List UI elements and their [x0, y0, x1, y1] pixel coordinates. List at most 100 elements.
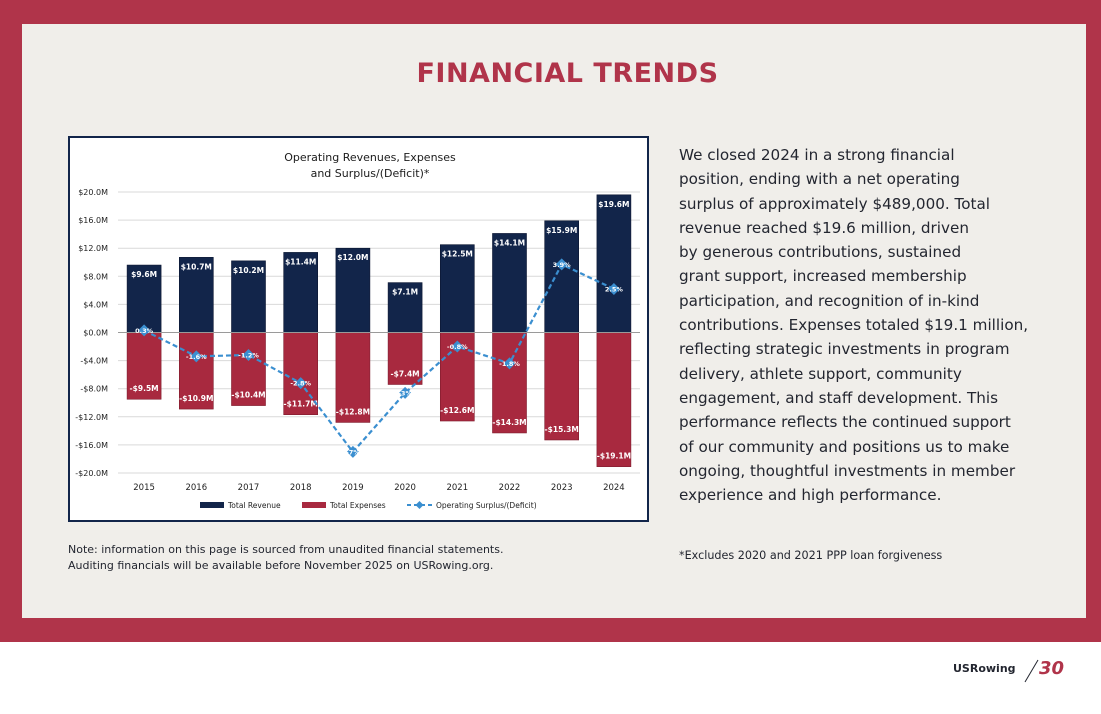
expenses-bar: [596, 332, 632, 467]
expenses-label: -$10.9M: [179, 394, 213, 403]
expenses-label: -$11.7M: [284, 400, 318, 409]
revenue-bar: [596, 194, 632, 333]
page-divider: [1024, 659, 1039, 683]
legend-surplus-label: Operating Surplus/(Deficit): [436, 501, 537, 510]
chart-title: Operating Revenues, Expenses: [284, 151, 456, 164]
paragraph-line: experience and high performance.: [679, 486, 942, 505]
surplus-marker: [399, 386, 412, 399]
revenue-label: $11.4M: [285, 257, 316, 266]
revenue-label: $10.2M: [233, 266, 264, 275]
y-tick-label: $8.0M: [83, 272, 108, 281]
x-tick-label: 2019: [342, 483, 364, 493]
x-tick-label: 2016: [185, 483, 207, 493]
legend-revenue-label: Total Revenue: [227, 501, 281, 510]
paragraph-line: reflecting strategic investments in prog…: [679, 340, 1010, 359]
chart-container: Operating Revenues, Expenses and Surplus/…: [68, 136, 649, 522]
summary-paragraph: We closed 2024 in a strong financial posi…: [679, 143, 1049, 507]
surplus-marker: [451, 340, 464, 353]
paragraph-line: ongoing, thoughtful investments in membe…: [679, 461, 1016, 480]
source-note: Note: information on this page is source…: [68, 542, 503, 574]
y-tick-label: -$16.0M: [75, 441, 108, 450]
footnote: *Excludes 2020 and 2021 PPP loan forgive…: [679, 549, 943, 562]
revenue-label: $7.1M: [392, 288, 418, 297]
expenses-bar: [544, 332, 580, 441]
paragraph-line: performance reflects the continued suppo…: [679, 413, 1011, 432]
chart-title: and Surplus/(Deficit)*: [311, 167, 430, 180]
paragraph-line: revenue reached $19.6 million, driven: [679, 218, 969, 237]
note-line: Note: information on this page is source…: [68, 543, 504, 556]
paragraph-line: position, ending with a net operating: [679, 170, 960, 189]
surplus-marker: [607, 282, 620, 295]
expenses-bar: [492, 332, 527, 434]
surplus-marker: [294, 377, 307, 390]
paragraph-line: by generous contributions, sustained: [679, 243, 962, 262]
financial-chart: Operating Revenues, Expenses and Surplus/…: [75, 151, 640, 510]
paragraph-line: of our community and positions us to mak…: [679, 437, 1010, 456]
revenue-bar: [231, 260, 266, 333]
expenses-label: -$19.1M: [597, 452, 631, 461]
revenue-label: $9.6M: [131, 270, 157, 279]
paragraph-line: grant support, increased membership: [679, 267, 967, 286]
expenses-label: -$9.5M: [130, 384, 159, 393]
revenue-label: $10.7M: [181, 262, 212, 271]
expenses-label: -$12.8M: [336, 407, 370, 416]
expenses-label: -$15.3M: [545, 425, 579, 434]
surplus-label: -7%: [346, 448, 360, 456]
revenue-bar: [492, 233, 527, 333]
x-tick-label: 2021: [446, 483, 468, 493]
revenue-bar: [544, 220, 580, 333]
surplus-label: -3%: [398, 389, 412, 397]
revenue-bar: [179, 257, 214, 333]
expenses-label: -$14.3M: [492, 418, 526, 427]
revenue-bar: [126, 264, 162, 333]
paragraph-line: participation, and recognition of in-kin…: [679, 291, 980, 310]
y-tick-label: $0.0M: [83, 329, 108, 338]
surplus-marker: [555, 258, 568, 271]
x-tick-label: 2017: [238, 483, 260, 493]
expenses-label: -$7.4M: [391, 369, 420, 378]
x-tick-label: 2024: [603, 483, 625, 493]
legend-expenses-label: Total Expenses: [329, 501, 386, 510]
y-tick-label: $16.0M: [78, 216, 108, 225]
surplus-marker: [190, 350, 203, 363]
surplus-marker: [346, 445, 359, 458]
paragraph-line: delivery, athlete support, community: [679, 364, 962, 383]
revenue-label: $12.0M: [337, 253, 368, 262]
expenses-bar: [387, 332, 423, 385]
expenses-bar: [179, 332, 214, 410]
y-tick-label: $4.0M: [83, 300, 108, 309]
revenue-label: $19.6M: [598, 200, 629, 209]
revenue-bar: [439, 244, 475, 333]
brand-logo: USRowing: [953, 662, 1016, 675]
expenses-bar: [335, 332, 371, 423]
surplus-label: 2.5%: [605, 285, 624, 293]
revenue-bar: [283, 252, 318, 333]
surplus-label: -1.2%: [238, 351, 259, 359]
surplus-marker: [138, 324, 151, 337]
x-tick-label: 2020: [394, 483, 416, 493]
expenses-bar: [126, 332, 162, 400]
surplus-line: [143, 262, 615, 454]
note-line: Auditing financials will be available be…: [68, 559, 494, 572]
paragraph-line: contributions. Expenses totaled $19.1 mi…: [679, 316, 1029, 335]
legend-expenses-swatch: [302, 502, 326, 508]
paragraph-line: surplus of approximately $489,000. Total: [679, 194, 991, 213]
x-tick-label: 2018: [290, 483, 312, 493]
surplus-marker: [503, 357, 516, 370]
expenses-label: -$12.6M: [440, 406, 474, 415]
surplus-marker: [242, 348, 255, 361]
surplus-label: -2.8%: [290, 380, 311, 388]
expenses-bar: [283, 332, 318, 415]
surplus-label: 0.3%: [135, 327, 154, 335]
revenue-bar: [335, 247, 371, 333]
expenses-label: -$10.4M: [231, 391, 265, 400]
revenue-label: $12.5M: [442, 250, 473, 259]
page-number: 30: [1039, 658, 1065, 679]
revenue-label: $14.1M: [494, 238, 525, 247]
revenue-bar: [387, 282, 423, 333]
surplus-label: -0.8%: [447, 343, 468, 351]
x-tick-label: 2015: [133, 483, 155, 493]
y-tick-label: -$4.0M: [80, 357, 108, 366]
x-tick-label: 2022: [499, 483, 521, 493]
y-tick-label: -$20.0M: [75, 469, 108, 478]
